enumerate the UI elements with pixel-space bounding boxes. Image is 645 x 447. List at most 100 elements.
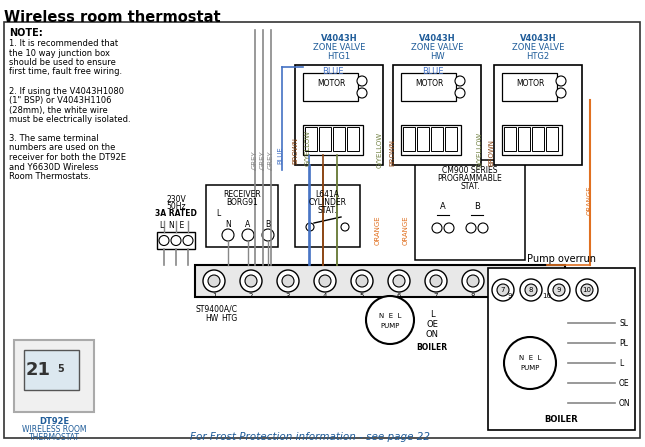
Circle shape	[356, 275, 368, 287]
Text: PUMP: PUMP	[521, 365, 540, 371]
Bar	[206, 185, 278, 247]
Bar	[417, 127, 429, 151]
Bar	[319, 127, 331, 151]
Text: 7: 7	[501, 287, 505, 293]
Circle shape	[341, 223, 349, 231]
Bar	[401, 73, 456, 101]
Text: 21: 21	[26, 361, 51, 379]
Circle shape	[366, 296, 414, 344]
Circle shape	[581, 284, 593, 296]
Circle shape	[499, 270, 521, 292]
Text: ORANGE: ORANGE	[375, 215, 381, 245]
Circle shape	[262, 229, 274, 241]
Bar	[303, 125, 363, 155]
Circle shape	[351, 270, 373, 292]
Circle shape	[432, 223, 442, 233]
Text: 3A RATED: 3A RATED	[155, 209, 197, 218]
Text: B: B	[474, 202, 480, 211]
Text: HTG2: HTG2	[526, 52, 550, 61]
Text: STAT.: STAT.	[318, 206, 337, 215]
Text: 8: 8	[529, 287, 533, 293]
Text: 230V: 230V	[166, 195, 186, 204]
Text: CM900 SERIES: CM900 SERIES	[442, 166, 498, 175]
Text: MOTOR: MOTOR	[415, 79, 443, 88]
Circle shape	[357, 76, 367, 86]
Text: G/YELLOW: G/YELLOW	[477, 132, 483, 168]
Text: 3: 3	[286, 293, 290, 299]
Text: 5: 5	[360, 293, 364, 299]
Text: GREY: GREY	[252, 151, 258, 169]
Text: Room Thermostats.: Room Thermostats.	[9, 172, 91, 181]
Text: should be used to ensure: should be used to ensure	[9, 58, 116, 67]
Bar	[488, 268, 635, 430]
Bar	[401, 125, 461, 155]
Text: G/YELLOW: G/YELLOW	[305, 130, 311, 166]
Text: CYLINDER: CYLINDER	[308, 198, 346, 207]
Circle shape	[159, 236, 169, 245]
Text: 5: 5	[57, 364, 64, 374]
Text: BORG91: BORG91	[226, 198, 258, 207]
Text: N  E  L: N E L	[379, 313, 401, 319]
Circle shape	[497, 284, 509, 296]
Bar	[305, 127, 317, 151]
Text: G/YELLOW: G/YELLOW	[377, 132, 383, 168]
Text: 9: 9	[557, 287, 561, 293]
Text: GREY: GREY	[268, 151, 274, 169]
Bar	[403, 127, 415, 151]
Text: V4043H: V4043H	[520, 34, 556, 43]
Text: (28mm), the white wire: (28mm), the white wire	[9, 105, 108, 114]
Text: PUMP: PUMP	[381, 323, 400, 329]
Text: A: A	[440, 202, 446, 211]
Text: BLUE: BLUE	[422, 67, 444, 76]
Text: OE: OE	[426, 320, 438, 329]
Text: ZONE VALVE: ZONE VALVE	[411, 43, 463, 52]
Circle shape	[455, 76, 465, 86]
Circle shape	[541, 275, 553, 287]
Text: BROWN: BROWN	[292, 136, 298, 164]
Text: 10: 10	[582, 287, 591, 293]
Bar	[445, 127, 457, 151]
Circle shape	[455, 88, 465, 98]
Circle shape	[478, 223, 488, 233]
Circle shape	[388, 270, 410, 292]
Text: 6: 6	[397, 293, 401, 299]
Bar	[157, 232, 195, 249]
Circle shape	[203, 270, 225, 292]
Circle shape	[430, 275, 442, 287]
Circle shape	[357, 88, 367, 98]
Text: L641A: L641A	[315, 190, 339, 199]
Text: 1. It is recommended that: 1. It is recommended that	[9, 39, 118, 48]
Text: 3. The same terminal: 3. The same terminal	[9, 134, 99, 143]
Circle shape	[504, 275, 516, 287]
Bar	[295, 185, 360, 247]
Circle shape	[576, 279, 598, 301]
Circle shape	[425, 270, 447, 292]
Text: PL: PL	[619, 338, 628, 347]
Bar	[333, 127, 345, 151]
Circle shape	[314, 270, 336, 292]
Bar	[532, 127, 544, 151]
Text: the 10 way junction box: the 10 way junction box	[9, 49, 110, 58]
Text: and Y6630D Wireless: and Y6630D Wireless	[9, 163, 99, 172]
Text: BROWN: BROWN	[488, 139, 494, 166]
Circle shape	[492, 279, 514, 301]
Text: 1: 1	[212, 293, 216, 299]
Text: PROGRAMMABLE: PROGRAMMABLE	[437, 174, 502, 183]
Text: BOILER: BOILER	[417, 343, 448, 352]
Bar	[518, 127, 530, 151]
Circle shape	[462, 270, 484, 292]
Text: HTG: HTG	[221, 314, 237, 323]
Text: 10: 10	[542, 293, 551, 299]
Circle shape	[504, 337, 556, 389]
Bar	[393, 65, 481, 165]
Circle shape	[208, 275, 220, 287]
Text: WIRELESS ROOM: WIRELESS ROOM	[22, 425, 86, 434]
Bar	[24, 350, 79, 390]
Text: L  N  E: L N E	[160, 221, 184, 230]
Circle shape	[556, 76, 566, 86]
Text: ZONE VALVE: ZONE VALVE	[313, 43, 365, 52]
Circle shape	[466, 223, 476, 233]
Text: NOTE:: NOTE:	[9, 28, 43, 38]
Text: must be electrically isolated.: must be electrically isolated.	[9, 115, 131, 124]
Text: L: L	[216, 209, 220, 218]
